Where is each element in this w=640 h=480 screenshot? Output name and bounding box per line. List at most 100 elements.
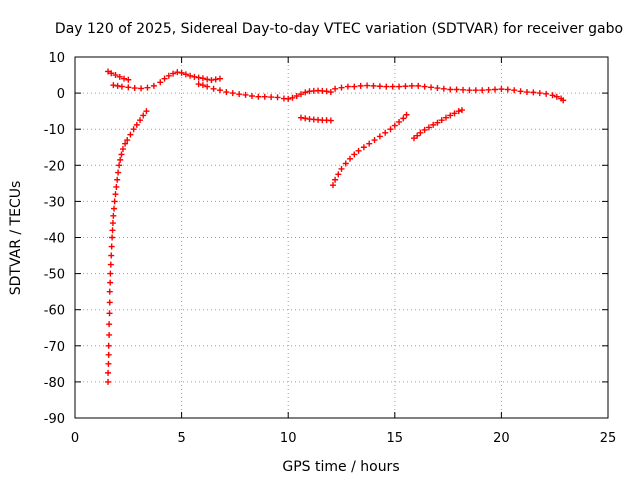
data-point xyxy=(370,82,377,89)
data-point xyxy=(536,90,543,97)
data-point xyxy=(402,83,409,90)
data-point xyxy=(229,90,236,97)
series-main-band xyxy=(105,68,567,104)
data-point xyxy=(485,86,492,93)
data-point xyxy=(274,94,281,101)
data-point xyxy=(143,108,150,115)
data-point xyxy=(130,126,137,133)
data-point xyxy=(122,140,129,147)
data-point xyxy=(127,131,134,138)
x-tick-label: 0 xyxy=(71,431,79,446)
data-point xyxy=(351,151,358,158)
data-point xyxy=(105,360,112,367)
data-point xyxy=(106,321,113,328)
data-point xyxy=(553,93,560,100)
data-point xyxy=(113,183,120,190)
x-tick-label: 5 xyxy=(177,431,185,446)
data-point xyxy=(442,114,449,121)
data-point xyxy=(458,107,465,114)
data-point xyxy=(327,117,334,124)
data-point xyxy=(138,85,145,92)
data-point xyxy=(360,144,367,151)
data-point xyxy=(428,84,435,91)
data-point xyxy=(338,84,345,91)
data-point xyxy=(105,342,112,349)
data-point xyxy=(376,83,383,90)
data-point xyxy=(530,89,537,96)
data-point xyxy=(297,114,304,121)
series-rising-arc-16h xyxy=(410,107,465,142)
data-point xyxy=(131,85,138,92)
data-point xyxy=(195,81,202,88)
data-point xyxy=(403,111,410,118)
data-point xyxy=(376,133,383,140)
data-point xyxy=(396,118,403,125)
y-tick-label: -50 xyxy=(44,268,65,283)
data-point xyxy=(415,82,422,89)
x-tick-label: 20 xyxy=(493,431,510,446)
data-point xyxy=(108,243,115,250)
data-point xyxy=(338,165,345,172)
data-point xyxy=(118,151,125,158)
series-rising-arc-12h xyxy=(329,111,410,189)
data-point xyxy=(182,71,189,78)
data-point xyxy=(216,75,223,82)
y-tick-label: -40 xyxy=(44,232,65,247)
data-point xyxy=(366,140,373,147)
data-point xyxy=(212,76,219,83)
data-point xyxy=(323,88,330,95)
data-point xyxy=(364,82,371,89)
chart-title: Day 120 of 2025, Sidereal Day-to-day VTE… xyxy=(55,21,623,37)
data-point xyxy=(438,117,445,124)
y-tick-label: -90 xyxy=(44,412,65,427)
y-tick-label: 0 xyxy=(57,87,65,102)
data-point xyxy=(417,129,424,136)
data-point xyxy=(455,108,462,115)
data-point xyxy=(351,83,358,90)
data-point xyxy=(210,85,217,92)
data-point xyxy=(223,89,230,96)
data-point xyxy=(133,121,140,128)
data-point xyxy=(204,76,211,83)
data-point xyxy=(108,70,115,77)
data-point xyxy=(137,117,144,124)
data-point xyxy=(109,234,116,241)
x-tick-label: 15 xyxy=(387,431,404,446)
data-point xyxy=(195,74,202,81)
data-point xyxy=(498,86,505,93)
data-point xyxy=(302,89,309,96)
data-point xyxy=(107,279,114,286)
y-tick-label: -10 xyxy=(44,123,65,138)
data-point xyxy=(150,82,157,89)
data-point xyxy=(106,299,113,306)
data-point xyxy=(332,176,339,183)
data-point xyxy=(174,69,181,76)
data-point xyxy=(114,82,121,89)
data-point xyxy=(144,84,151,91)
data-point xyxy=(199,82,206,89)
data-point xyxy=(549,92,556,99)
data-point xyxy=(105,351,112,358)
points-layer xyxy=(105,68,567,385)
data-point xyxy=(434,85,441,92)
data-point xyxy=(289,94,296,101)
data-point xyxy=(387,126,394,133)
data-point xyxy=(248,92,255,99)
data-point xyxy=(451,110,458,117)
data-point xyxy=(472,87,479,94)
y-axis-label: SDTVAR / TECUs xyxy=(8,181,24,296)
data-point xyxy=(268,94,275,101)
data-point xyxy=(396,83,403,90)
data-point xyxy=(178,69,185,76)
data-point xyxy=(453,86,460,93)
data-point xyxy=(371,137,378,144)
y-tick-label: -20 xyxy=(44,159,65,174)
data-point xyxy=(523,89,530,96)
data-point xyxy=(479,87,486,94)
data-point xyxy=(447,86,454,93)
y-tick-label: -60 xyxy=(44,304,65,319)
y-tick-label: -80 xyxy=(44,376,65,391)
data-point xyxy=(106,331,113,338)
